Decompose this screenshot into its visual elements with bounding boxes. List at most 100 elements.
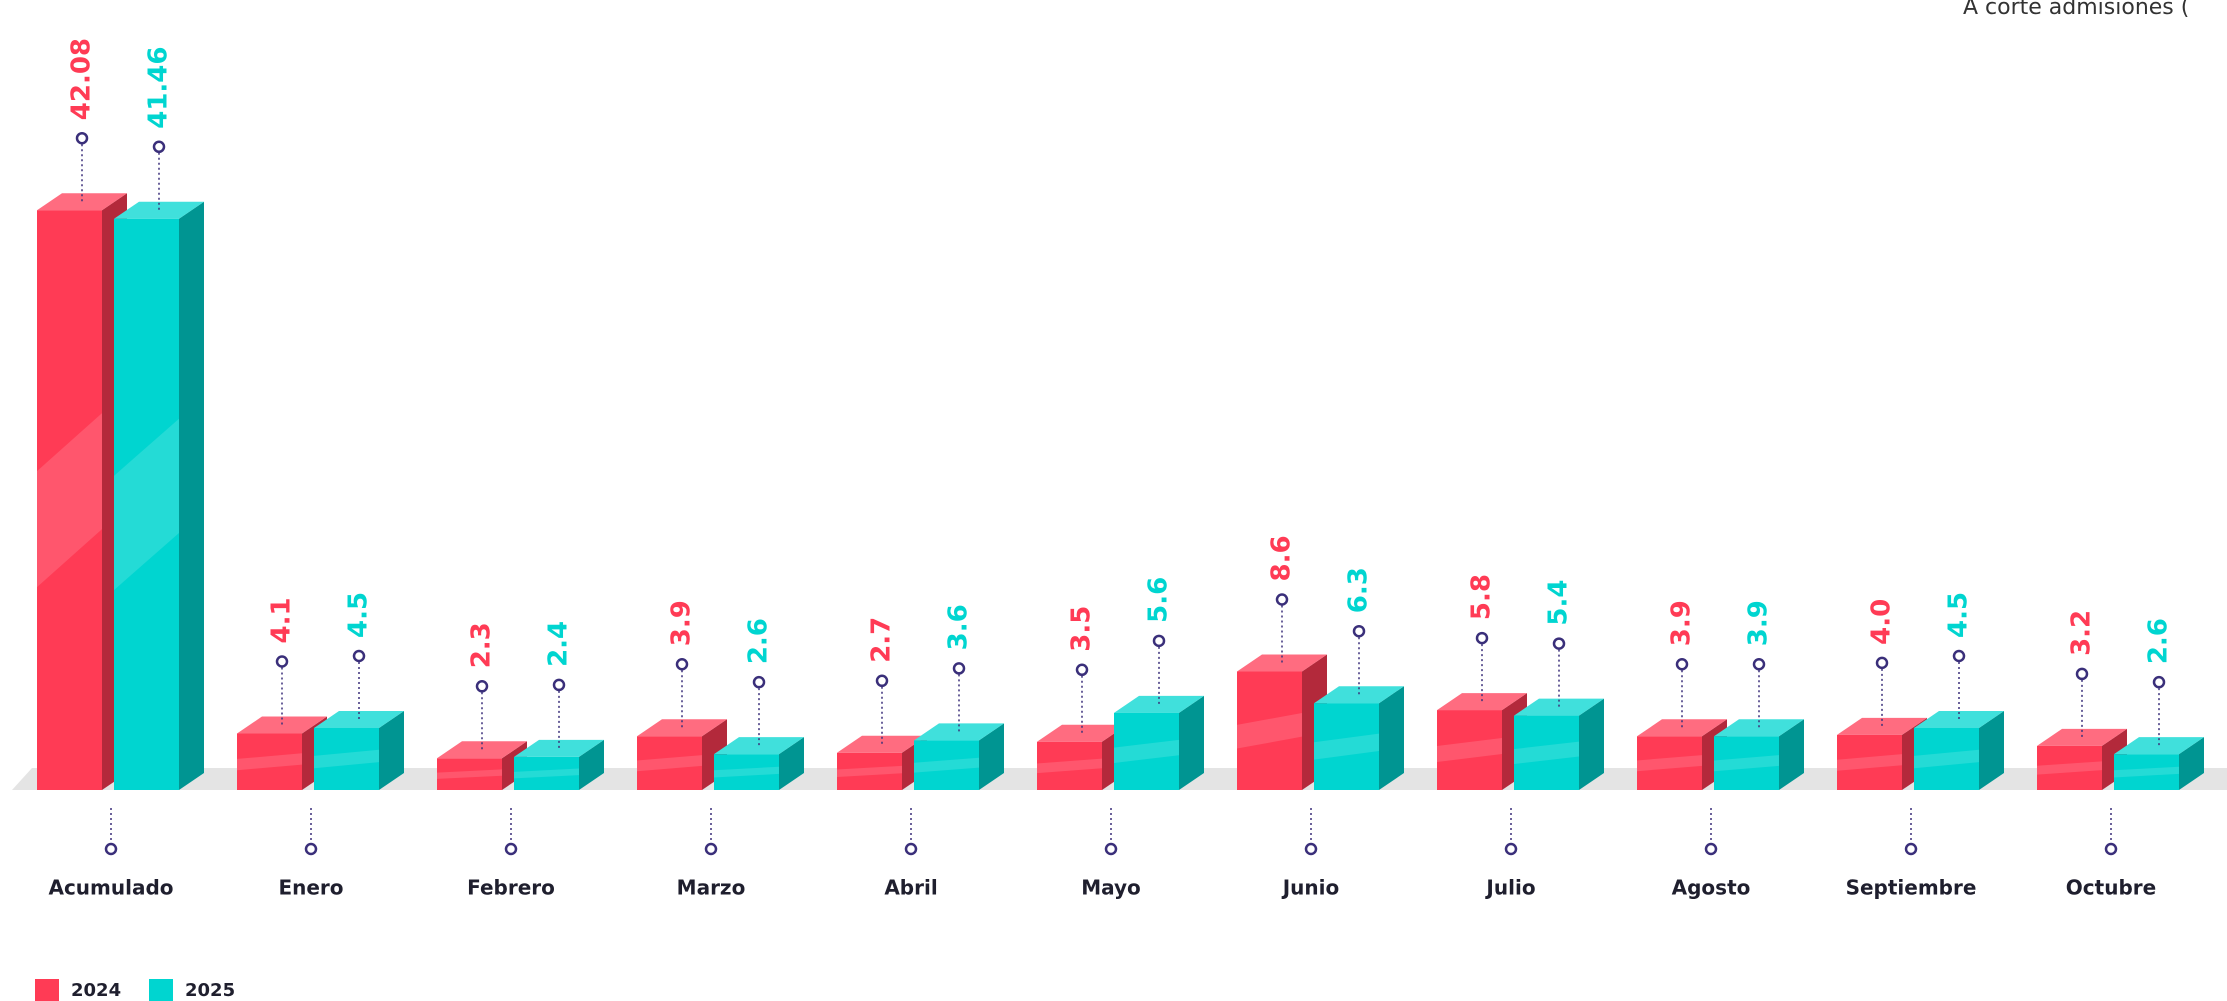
- x-tick-label: Enero: [278, 876, 343, 900]
- bar-top: [1114, 695, 1204, 713]
- bar-sheen: [2037, 761, 2102, 775]
- bar: [1837, 717, 1927, 790]
- bar-top: [437, 741, 527, 759]
- bar-front: [1714, 736, 1779, 790]
- bar-sheen: [114, 418, 179, 591]
- bar-top: [1914, 711, 2004, 728]
- bar-front: [314, 728, 379, 790]
- bar-sheen: [637, 755, 702, 772]
- legend-swatch: [149, 979, 173, 1001]
- bar-front: [1837, 734, 1902, 790]
- bar-front: [2037, 745, 2102, 790]
- legend-label: 2024: [71, 980, 121, 1001]
- category-dot: [1504, 842, 1518, 856]
- leader-dot: [1075, 663, 1089, 677]
- leader-dot: [1275, 593, 1289, 606]
- value-label: 42.08: [67, 38, 97, 120]
- x-tick-label: Febrero: [467, 876, 555, 900]
- bar-top: [37, 193, 127, 211]
- category-dot: [1304, 842, 1318, 856]
- leader-dot: [1875, 656, 1889, 670]
- leader-dot: [475, 680, 489, 693]
- bar-top: [1837, 717, 1927, 735]
- bar-sheen: [1237, 712, 1302, 749]
- bar-side: [579, 739, 604, 790]
- x-tick-label: Septiembre: [1846, 876, 1977, 900]
- x-tick-label: Octubre: [2066, 876, 2156, 900]
- bar-top: [714, 737, 804, 755]
- bar: [1314, 686, 1404, 790]
- category-dot: [504, 842, 518, 856]
- bar-sheen: [1914, 749, 1979, 769]
- x-tick-label: Julio: [1484, 876, 1535, 900]
- bar: [2114, 737, 2204, 790]
- leader-dot: [2152, 675, 2166, 689]
- bar-sheen: [1437, 738, 1502, 763]
- bar-top: [1637, 719, 1727, 737]
- bar: [1514, 698, 1604, 790]
- value-label: 2.3: [467, 622, 497, 668]
- bar-side: [1779, 719, 1804, 790]
- leader-dot: [1475, 631, 1489, 645]
- bar-top: [1037, 724, 1127, 742]
- bar-front: [2114, 754, 2179, 790]
- value-label: 3.9: [667, 600, 697, 646]
- value-label: 3.2: [2067, 610, 2097, 656]
- bar-top: [1314, 686, 1404, 704]
- leader-dot: [352, 649, 366, 663]
- bar-side: [2179, 737, 2204, 790]
- leader-dot: [675, 658, 689, 671]
- leader-dot: [152, 140, 166, 154]
- bar-top: [514, 739, 604, 757]
- bar-sheen: [1114, 739, 1179, 763]
- category-dot: [104, 842, 118, 856]
- value-label: 2.6: [744, 618, 774, 664]
- value-label: 5.4: [1544, 580, 1574, 626]
- value-label: 5.8: [1467, 574, 1497, 620]
- value-label: 2.6: [2144, 618, 2174, 664]
- bar-side: [1579, 698, 1604, 790]
- bar-sheen: [1637, 755, 1702, 772]
- x-tick-label: Abril: [884, 876, 937, 900]
- bar-front: [1237, 671, 1302, 790]
- bar-top: [637, 719, 727, 737]
- value-label: 8.6: [1267, 535, 1297, 581]
- bar-sheen: [837, 765, 902, 777]
- leader-dot: [552, 678, 566, 692]
- bar-side: [179, 201, 204, 791]
- bar-front: [714, 754, 779, 790]
- leader-dot: [275, 655, 289, 668]
- bar-side: [379, 711, 404, 790]
- bar-front: [1437, 710, 1502, 790]
- bar-sheen: [1514, 741, 1579, 764]
- bar-top: [914, 723, 1004, 741]
- bar: [1637, 719, 1727, 790]
- bar-front: [514, 756, 579, 790]
- bar: [314, 711, 404, 790]
- bar-top: [2037, 728, 2127, 746]
- bar: [1114, 695, 1204, 790]
- value-label: 4.5: [1944, 592, 1974, 638]
- leader-dot: [2075, 667, 2089, 681]
- category-dot: [1104, 842, 1118, 856]
- bar: [1914, 711, 2004, 790]
- bar: [914, 723, 1004, 790]
- value-label: 3.9: [1744, 600, 1774, 646]
- leader-dot: [1952, 649, 1966, 663]
- bar-top: [837, 735, 927, 753]
- bar: [2037, 728, 2127, 790]
- leader-dot: [1675, 658, 1689, 671]
- leader-dot: [1152, 634, 1166, 648]
- leader-dot: [1352, 624, 1366, 638]
- bar-top: [237, 716, 327, 734]
- bar-sheen: [437, 769, 502, 779]
- bar-front: [1914, 728, 1979, 790]
- bar-sheen: [714, 766, 779, 778]
- bar-sheen: [2114, 766, 2179, 778]
- bar-front: [1037, 741, 1102, 790]
- bar: [37, 193, 127, 791]
- bar-front: [114, 218, 179, 791]
- bar: [237, 716, 327, 790]
- bar-front: [914, 740, 979, 790]
- bar-top: [1237, 654, 1327, 672]
